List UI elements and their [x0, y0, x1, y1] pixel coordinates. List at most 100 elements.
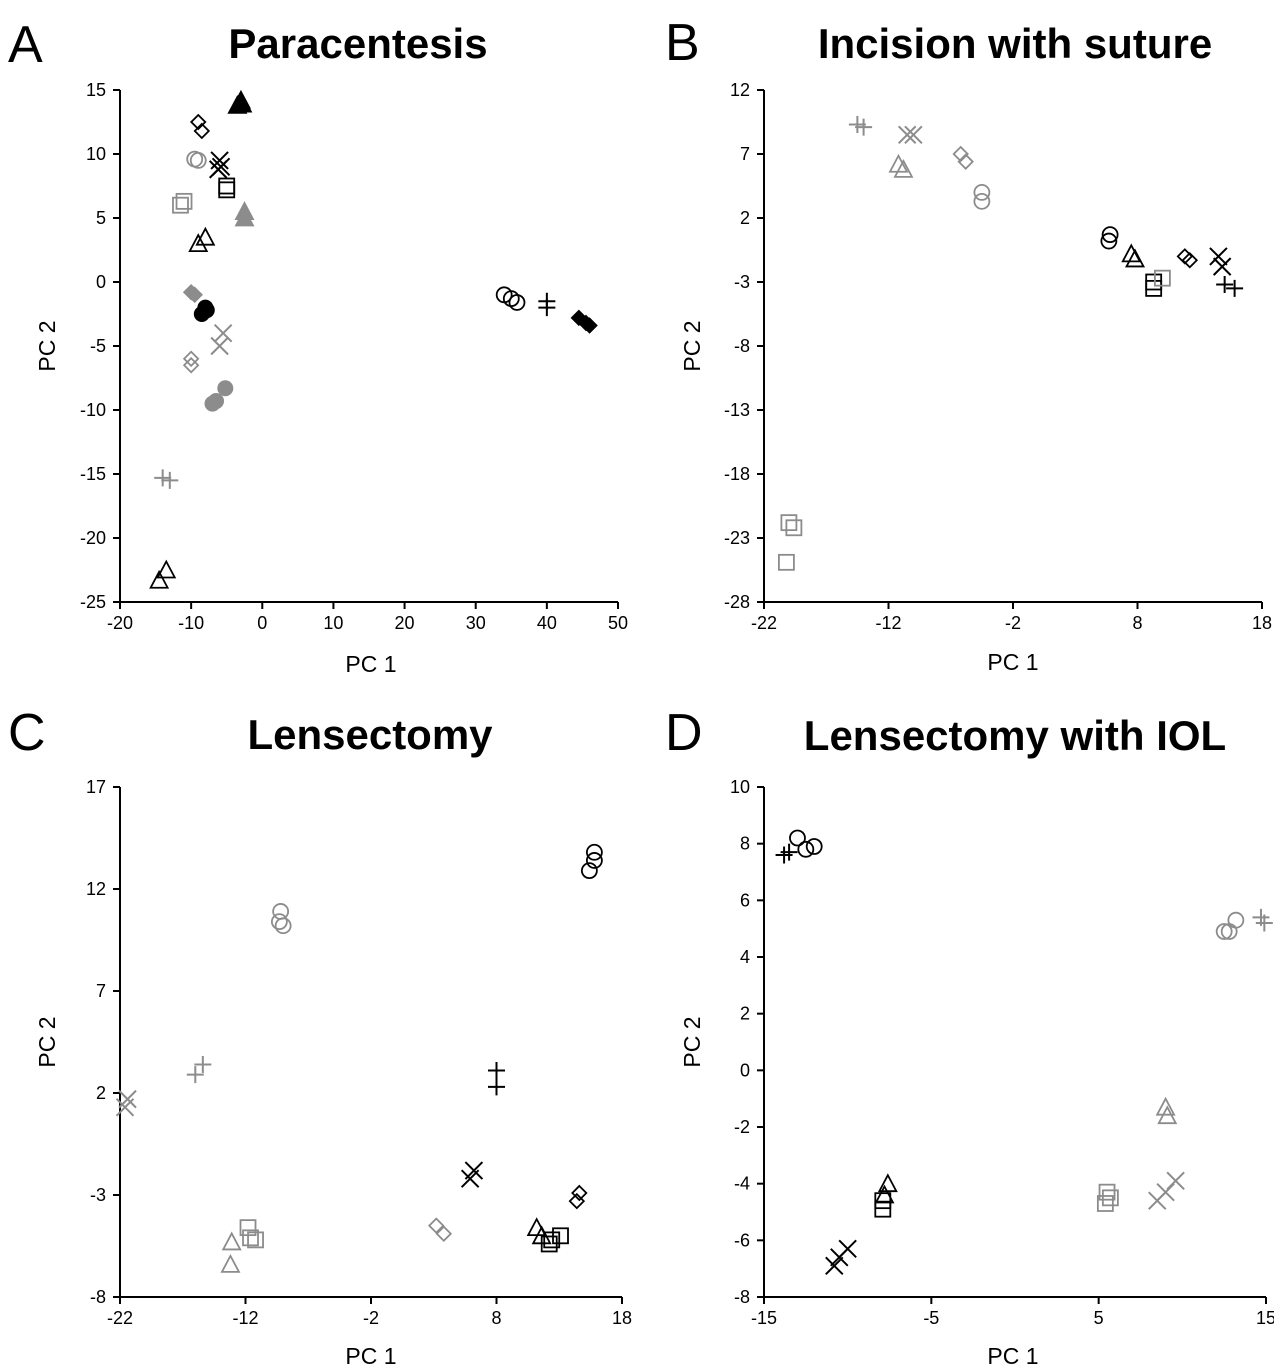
series-11 — [1216, 276, 1244, 297]
data-point-circle — [1215, 923, 1233, 940]
data-point-x — [904, 125, 923, 145]
series-12 — [778, 514, 803, 571]
series-11 — [220, 1231, 242, 1273]
data-point-x — [115, 1098, 135, 1117]
data-point-x — [1209, 247, 1228, 266]
series-5 — [172, 192, 193, 214]
series-0 — [189, 113, 211, 140]
data-point-square — [785, 519, 803, 537]
data-point-square — [778, 553, 795, 571]
data-point-diamond — [1181, 251, 1199, 269]
series-4 — [1155, 1096, 1178, 1125]
series-9 — [193, 299, 215, 322]
data-point-triangle — [188, 233, 209, 253]
data-point-diamond-filled — [581, 317, 598, 334]
data-point-square — [1145, 279, 1163, 297]
data-point-x — [1212, 257, 1232, 276]
chart-title: Paracentesis — [228, 20, 487, 67]
data-point-triangle — [195, 226, 216, 246]
data-point-square — [874, 1192, 892, 1210]
data-point-plus — [1216, 276, 1234, 294]
series-7 — [1096, 1183, 1119, 1212]
series-2 — [186, 1055, 212, 1084]
series-8 — [182, 283, 203, 304]
series-14 — [149, 559, 177, 589]
data-point-plus — [780, 843, 798, 861]
data-point-square — [172, 196, 189, 214]
x-tick-label: 8 — [1132, 613, 1142, 633]
data-point-diamond — [952, 145, 969, 163]
data-point-triangle — [877, 1173, 898, 1193]
data-point-circle-filled — [217, 380, 234, 397]
y-tick-label: -8 — [90, 1287, 106, 1307]
x-tick-label: 8 — [491, 1308, 501, 1328]
data-point-x — [1148, 1191, 1167, 1210]
data-point-circle — [1100, 232, 1118, 250]
y-axis-label: PC 2 — [34, 320, 60, 371]
y-tick-label: -10 — [80, 400, 106, 420]
y-tick-label: -28 — [724, 592, 750, 612]
y-tick-label: 8 — [740, 834, 750, 854]
data-point-circle — [789, 829, 806, 847]
data-point-circle — [580, 862, 598, 880]
x-tick-label: -15 — [751, 1308, 777, 1328]
x-axis-label: PC 1 — [345, 651, 396, 677]
panel-letter: D — [665, 704, 703, 762]
series-4 — [488, 1062, 505, 1096]
data-point-plus — [161, 471, 179, 489]
y-tick-label: -4 — [734, 1174, 750, 1194]
panel-c: C Lensectomy -22 -12 -2 8 18 17 12 7 2 -3 -8 PC 1 PC 2 — [8, 704, 632, 1369]
data-point-square — [242, 1229, 259, 1247]
data-point-square — [543, 1231, 561, 1249]
y-tick-label: 17 — [86, 777, 106, 797]
series-1 — [227, 89, 253, 114]
y-tick-label: 5 — [96, 208, 106, 228]
series-8 — [1148, 1171, 1185, 1210]
x-tick-label: -5 — [923, 1308, 939, 1328]
data-point-triangle — [220, 1253, 241, 1273]
data-point-circle — [973, 183, 991, 201]
data-point-x — [897, 125, 917, 145]
data-point-square — [540, 1235, 558, 1253]
panel-letter: A — [8, 16, 43, 74]
data-point-square — [1145, 273, 1163, 291]
series-3 — [1252, 908, 1273, 932]
chart-title: Lensectomy — [247, 711, 493, 758]
y-tick-label: 12 — [730, 80, 750, 100]
series-0 — [848, 116, 873, 136]
data-point-x — [460, 1169, 480, 1188]
data-point-diamond — [193, 122, 211, 140]
y-tick-label: 0 — [96, 272, 106, 292]
data-point-triangle — [156, 559, 177, 579]
x-axis-label: PC 1 — [987, 649, 1038, 675]
data-point-circle — [508, 294, 526, 311]
x-tick-label: 30 — [466, 613, 486, 633]
data-point-plus — [538, 299, 556, 317]
data-point-triangle — [149, 569, 170, 589]
data-point-plus — [488, 1078, 505, 1096]
series-9 — [1176, 248, 1199, 269]
x-axis-label: PC 1 — [987, 1343, 1038, 1369]
series-6 — [1121, 243, 1146, 268]
x-tick-label: 50 — [608, 613, 628, 633]
data-point-circle — [805, 838, 823, 855]
x-tick-label: 18 — [612, 1308, 632, 1328]
data-point-triangle — [221, 1231, 242, 1251]
series-3 — [115, 1089, 137, 1117]
data-point-square — [1154, 269, 1171, 287]
y-axis-label: PC 2 — [679, 320, 705, 371]
y-tick-label: -3 — [734, 272, 750, 292]
y-tick-label: 2 — [740, 1004, 750, 1024]
x-tick-label: 40 — [537, 613, 557, 633]
series-0 — [789, 829, 823, 858]
data-point-diamond — [957, 153, 974, 170]
data-point-circle-filled — [198, 302, 215, 319]
y-axis-label: PC 2 — [679, 1016, 705, 1067]
series-2 — [186, 150, 207, 169]
series-8 — [1154, 269, 1171, 287]
x-tick-label: 0 — [257, 613, 267, 633]
data-point-square — [175, 192, 193, 210]
panel-d: D Lensectomy with IOL -15 -5 5 15 10 8 6 4 2 0 -2 -4 -… — [665, 704, 1274, 1369]
series-1 — [897, 125, 923, 145]
data-point-x — [210, 336, 229, 356]
